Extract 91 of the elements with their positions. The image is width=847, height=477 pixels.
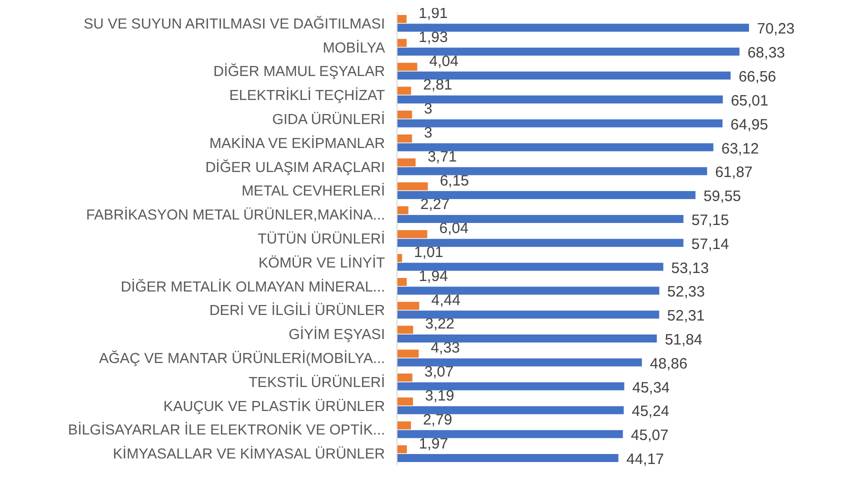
y-tick-label: SU VE SUYUN ARITILMASI VE DAĞITILMASI [84,15,385,32]
bar [397,262,664,271]
bar [397,421,411,430]
data-label: 52,31 [667,308,705,325]
y-tick-label: BİLGİSAYARLAR İLE ELEKTRONİK VE OPTİK... [68,422,385,439]
y-tick-label: MAKİNA VE EKİPMANLAR [209,134,385,152]
bar [397,206,408,214]
data-label: 44,17 [626,451,664,468]
bar [397,24,749,32]
data-label: 4,33 [430,340,460,357]
bar [397,238,684,247]
y-tick-label: KÖMÜR VE LİNYİT [258,254,386,272]
bar [397,454,618,462]
bar [397,158,416,166]
bar [397,430,623,438]
data-label: 53,13 [671,260,709,277]
bar [397,191,696,200]
data-label: 59,55 [703,188,742,206]
data-label: 6,15 [440,172,470,190]
data-label: 48,86 [650,355,688,372]
data-label: 65,01 [730,92,768,110]
data-label: 3,07 [424,364,454,381]
data-label: 61,87 [715,164,753,182]
bar [397,382,624,390]
y-tick-label: ELEKTRİKLİ TEÇHİZAT [229,87,386,104]
y-tick-label: TÜTÜN ÜRÜNLERİ [258,230,385,248]
bar [397,278,407,286]
data-label: 45,07 [630,427,668,444]
bar [397,134,412,143]
bar [397,445,407,454]
data-label: 4,44 [431,292,460,309]
bar [397,143,714,152]
data-label: 1,01 [414,244,444,262]
bar [397,302,420,310]
bar [397,214,684,223]
bar [397,310,660,319]
bar [397,334,657,342]
y-tick-label: KİMYASALLAR VE KİMYASAL ÜRÜNLER [112,446,385,463]
bar [397,230,428,238]
data-label: 1,93 [418,28,448,46]
bar [397,72,731,80]
bar [397,119,723,128]
data-label: 3 [424,100,432,118]
y-tick-label: DİĞER MAMUL EŞYALAR [213,63,385,80]
y-tick-label: AĞAÇ VE MANTAR ÜRÜNLERİ(MOBİLYA... [98,350,385,368]
data-label: 1,94 [418,268,448,285]
y-tick-label: DERİ VE İLGİLİ ÜRÜNLER [209,302,385,320]
bar [397,62,418,71]
bar [397,397,413,406]
y-tick-label: GİYİM EŞYASI [288,326,385,344]
y-tick-label: GIDA ÜRÜNLERİ [272,110,385,128]
y-tick-label: TEKSTİL ÜRÜNLERİ [248,374,385,391]
bar [397,110,412,119]
data-label: 45,34 [632,379,670,396]
y-tick-label: METAL CEVHERLERİ [242,182,385,200]
data-label: 2,79 [422,411,452,428]
data-label: 64,95 [730,116,768,134]
bar [397,167,708,176]
data-label: 45,24 [632,403,670,420]
data-label: 68,33 [747,44,786,62]
bar [397,182,428,190]
data-label: 2,81 [423,76,452,94]
y-tick-label: FABRİKASYON METAL ÜRÜNLER,MAKİNA... [86,206,385,224]
y-tick-label: DİĞER ULAŞIM ARAÇLARI [205,158,385,176]
y-tick-label: MOBİLYA [322,39,386,56]
data-label: 3 [424,124,432,142]
bar [397,48,740,56]
data-label: 57,14 [691,236,729,253]
y-tick-label: DİĞER METALİK OLMAYAN MİNERAL... [120,278,385,296]
data-label: 57,15 [691,212,729,229]
bar [397,406,624,414]
data-label: 1,97 [418,435,448,452]
bar [397,86,412,95]
data-label: 52,33 [667,284,705,301]
data-label: 6,04 [439,220,468,238]
data-label: 4,04 [429,52,458,70]
data-label: 70,23 [757,20,795,38]
bar [397,38,407,47]
data-label: 66,56 [738,68,776,86]
y-tick-label: KAUÇUK VE PLASTİK ÜRÜNLER [163,398,385,415]
data-label: 51,84 [664,331,702,348]
bar [397,358,642,366]
bar [397,95,723,104]
bar [397,350,419,358]
bar [397,374,412,382]
bar [397,286,660,295]
data-label: 3,71 [428,148,457,166]
data-label: 63,12 [721,140,759,158]
bar [397,326,414,334]
bar [397,14,407,23]
data-label: 3,19 [424,387,454,404]
